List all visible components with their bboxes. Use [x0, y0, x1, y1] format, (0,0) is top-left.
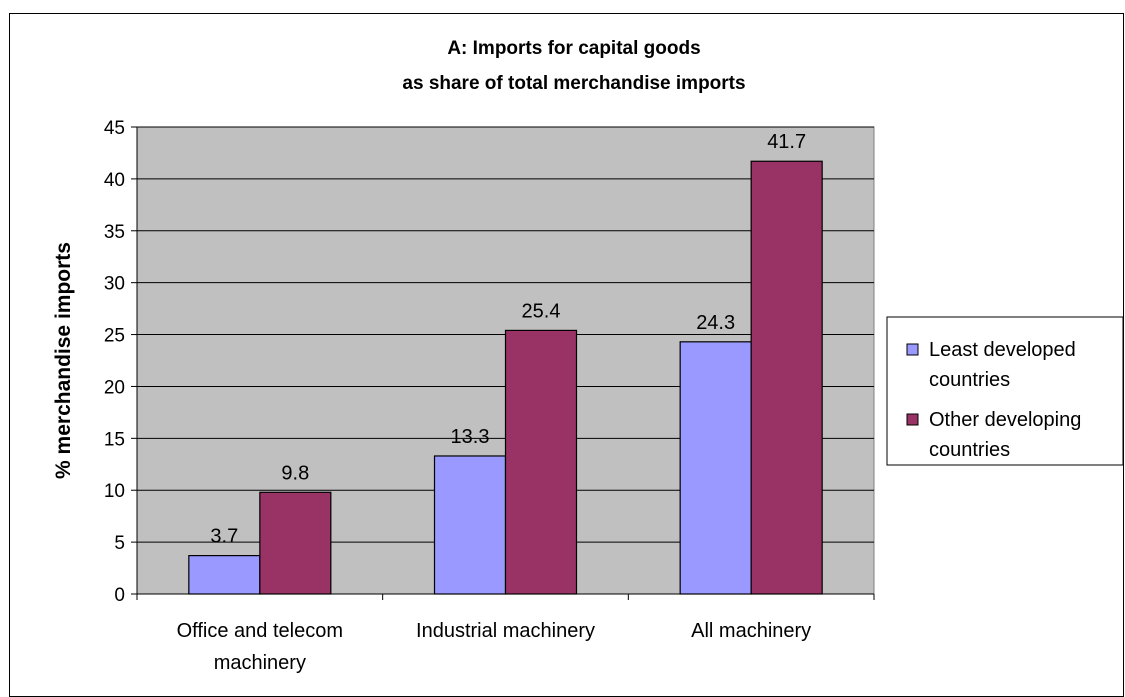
bar-2-3 [750, 160, 823, 595]
data-label-2-2: 25.4 [522, 300, 561, 322]
data-label-2-3: 41.7 [767, 131, 806, 153]
y-tick-label-9: 45 [104, 118, 125, 139]
bar-1-3 [679, 341, 752, 595]
y-tick-label-8: 40 [104, 170, 125, 191]
chart-title: A: Imports for capital goods [447, 38, 700, 59]
legend-label-1-line-2: countries [929, 369, 1010, 391]
bar-1-2 [433, 455, 507, 595]
x-category-label-1-line-2: machinery [214, 652, 306, 674]
legend-label-2-line-1: Other developing [929, 409, 1081, 431]
y-tick-label-7: 35 [104, 222, 125, 243]
bar-1-1 [188, 555, 261, 595]
data-label-1-2: 13.3 [451, 426, 490, 448]
legend-swatch-2 [906, 413, 919, 426]
bar-2-1 [259, 491, 332, 595]
data-label-2-1: 9.8 [281, 462, 309, 484]
y-tick-label-2: 10 [104, 481, 125, 502]
x-category-label-3: All machinery [691, 620, 811, 642]
legend-swatch-1 [906, 343, 919, 356]
legend-label-2-line-2: countries [929, 439, 1010, 461]
y-tick-label-5: 25 [104, 326, 125, 347]
y-tick-label-4: 20 [104, 377, 125, 398]
chart-subtitle: as share of total merchandise imports [402, 73, 745, 94]
data-label-1-1: 3.7 [210, 526, 238, 548]
y-tick-label-6: 30 [104, 274, 125, 295]
y-axis-label: % merchandise imports [52, 242, 75, 479]
bar-2-2 [504, 329, 578, 595]
x-category-label-2: Industrial machinery [416, 620, 595, 642]
legend-box [886, 316, 1124, 466]
x-category-label-1-line-1: Office and telecom [177, 620, 343, 642]
legend-label-1-line-1: Least developed [929, 339, 1076, 361]
y-tick-label-3: 15 [104, 429, 125, 450]
y-tick-label-1: 5 [114, 533, 125, 554]
data-label-1-3: 24.3 [696, 312, 735, 334]
y-tick-label-0: 0 [114, 585, 125, 606]
